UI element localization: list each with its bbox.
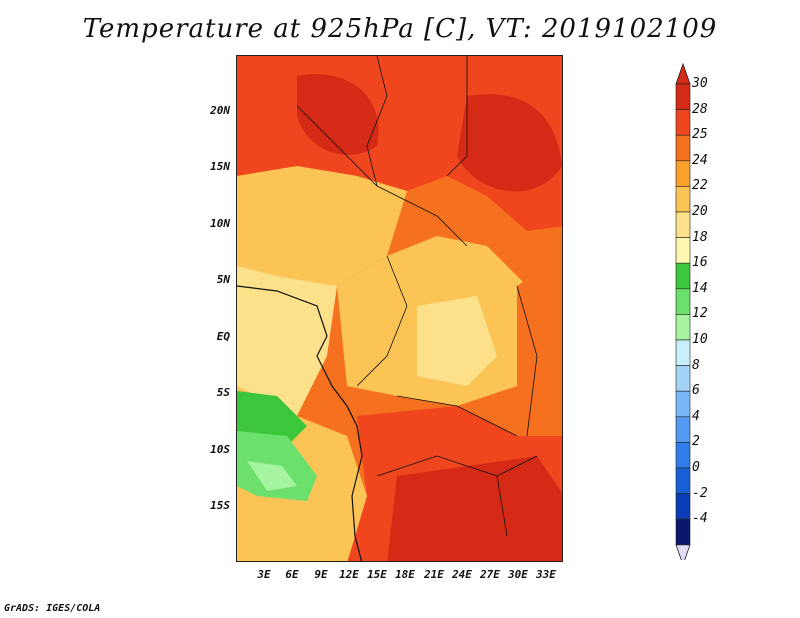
lat-label-5n: 5N: [216, 273, 230, 286]
colorbar-label: 16: [692, 255, 708, 271]
colorbar-label: -2: [692, 485, 708, 501]
colorbar-swatch-2: [675, 442, 691, 469]
colorbar-label: 12: [692, 306, 708, 322]
field-ocean-12: [247, 461, 297, 491]
lat-label-15s: 15S: [210, 499, 230, 512]
colorbar-swatch-30: [675, 83, 691, 110]
lon-label-15e: 15E: [367, 568, 387, 581]
field-south-30: [387, 456, 562, 561]
field-west-22: [237, 166, 407, 286]
lon-label-6e: 6E: [285, 568, 299, 581]
colorbar-swatch-4: [675, 416, 691, 443]
colorbar-label: 2: [692, 434, 700, 450]
colorbar-label: 4: [692, 408, 700, 424]
colorbar-label: 8: [692, 357, 700, 373]
colorbar-label: 30: [692, 76, 708, 91]
colorbar-label: 20: [692, 204, 708, 219]
lon-label-3e: 3E: [257, 568, 271, 581]
colorbar-swatch-10: [675, 339, 691, 366]
field-north-30b: [457, 94, 562, 192]
lon-label-24e: 24E: [452, 568, 472, 581]
lon-label-27e: 27E: [480, 568, 500, 581]
colorbar-swatch-18: [675, 237, 691, 264]
colorbar-label: 18: [692, 229, 708, 245]
field-central-20: [417, 296, 497, 386]
colorbar-label: 24: [692, 152, 708, 168]
lon-label-30e: 30E: [508, 568, 528, 581]
lon-label-12e: 12E: [339, 568, 359, 581]
temperature-map: [236, 55, 563, 562]
colorbar-label: -4: [692, 511, 708, 527]
colorbar-top-arrow: [675, 62, 691, 85]
colorbar-swatch-24: [675, 160, 691, 187]
lon-label-9e: 9E: [314, 568, 328, 581]
lat-label-10s: 10S: [210, 443, 230, 456]
colorbar-swatch-0: [675, 467, 691, 494]
colorbar-label: 0: [692, 460, 700, 475]
colorbar-label: 10: [692, 332, 708, 347]
colorbar-swatch-16: [675, 262, 691, 290]
colorbar-swatch-20: [675, 211, 691, 238]
colorbar-label: 6: [692, 383, 700, 399]
colorbar-label: 25: [692, 127, 708, 143]
colorbar-swatch-6: [675, 390, 691, 418]
lon-label-18e: 18E: [395, 568, 415, 581]
colorbar: [675, 62, 691, 560]
grads-credit: GrADS: IGES/COLA: [4, 603, 101, 614]
colorbar-swatch-12: [675, 314, 691, 341]
colorbar-swatch--2: [675, 493, 691, 520]
colorbar-swatch-22: [675, 186, 691, 213]
colorbar-swatch-8: [675, 365, 691, 392]
lat-label-15n: 15N: [210, 160, 230, 173]
lat-label-eq: EQ: [216, 330, 230, 343]
colorbar-swatch-14: [675, 288, 691, 315]
colorbar-label: 14: [692, 280, 708, 296]
temperature-field: [237, 56, 562, 561]
lat-label-20n: 20N: [210, 104, 230, 117]
lat-label-5s: 5S: [216, 386, 230, 399]
colorbar-swatch-28: [675, 109, 691, 136]
chart-title: Temperature at 925hPa [C], VT: 201910210…: [82, 14, 718, 44]
colorbar-bottom-arrow: [675, 544, 691, 560]
field-east-25: [517, 257, 562, 436]
colorbar-swatch-25: [675, 134, 691, 162]
colorbar-label: 28: [692, 101, 708, 117]
colorbar-label: 22: [692, 178, 708, 194]
field-north-30a: [297, 74, 379, 155]
lon-label-21e: 21E: [424, 568, 444, 581]
country-borders: [296, 56, 538, 537]
lon-label-33e: 33E: [536, 568, 556, 581]
colorbar-swatch--4: [675, 518, 691, 546]
coastline: [237, 285, 363, 561]
lat-label-10n: 10N: [210, 217, 230, 230]
